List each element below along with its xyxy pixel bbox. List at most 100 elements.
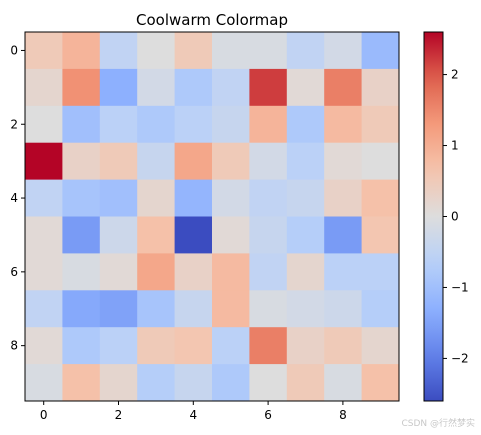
x-tick-label-4: 4: [189, 408, 197, 422]
y-axis: 0 2 4 6 8: [10, 43, 25, 353]
colorbar-tick-label-1: −1: [451, 280, 469, 294]
heatmap-cell-r9-c2: [99, 364, 138, 402]
heatmap-cell-r8-c0: [25, 327, 63, 365]
heatmap-cell-r0-c6: [249, 32, 288, 70]
heatmap-cell-r4-c9: [361, 179, 400, 217]
heatmap-cell-r3-c6: [249, 142, 288, 180]
watermark: CSDN @行然梦实: [401, 419, 475, 429]
heatmap-cell-r0-c3: [137, 32, 175, 70]
heatmap-cell-r6-c2: [99, 253, 138, 291]
heatmap-cell-r9-c1: [62, 364, 101, 402]
heatmap-cell-r7-c0: [25, 290, 63, 328]
heatmap-cell-r5-c2: [99, 216, 138, 254]
heatmap-cell-r3-c3: [137, 142, 175, 180]
heatmap-cell-r6-c0: [25, 253, 63, 291]
x-axis: 0 2 4 6 8: [40, 401, 347, 422]
heatmap-cell-r5-c0: [25, 216, 63, 254]
heatmap-cell-r2-c9: [361, 105, 400, 144]
heatmap-cell-r0-c9: [361, 32, 400, 70]
heatmap-cell-r5-c9: [361, 216, 400, 254]
heatmap-cell-r4-c1: [62, 179, 101, 217]
heatmap-cell-r5-c6: [249, 216, 288, 254]
heatmap-cell-r6-c6: [249, 253, 288, 291]
chart-title: Coolwarm Colormap: [136, 11, 288, 29]
heatmap-cell-r8-c5: [212, 327, 250, 365]
heatmap-cell-r1-c3: [137, 68, 175, 107]
heatmap-cell-r4-c2: [99, 179, 138, 217]
heatmap-cell-r6-c5: [212, 253, 250, 291]
heatmap-cell-r0-c7: [286, 32, 325, 70]
heatmap-cell-r4-c3: [137, 179, 175, 217]
heatmap-cell-r5-c7: [286, 216, 325, 254]
heatmap-cell-r5-c8: [324, 216, 362, 254]
heatmap-cell-r2-c1: [62, 105, 101, 144]
heatmap-cell-r7-c7: [286, 290, 325, 328]
heatmap-cell-r4-c7: [286, 179, 325, 217]
heatmap-cell-r1-c9: [361, 68, 400, 107]
heatmap-cell-r5-c5: [212, 216, 250, 254]
heatmap-cell-r8-c2: [99, 327, 138, 365]
x-tick-label-6: 6: [264, 408, 272, 422]
heatmap-cell-r8-c4: [174, 327, 213, 365]
heatmap-cell-r1-c7: [286, 68, 325, 107]
heatmap-cell-r3-c5: [212, 142, 250, 180]
heatmap-cell-r0-c5: [212, 32, 250, 70]
y-tick-label-2: 2: [10, 117, 18, 131]
heatmap-cell-r7-c4: [174, 290, 213, 328]
heatmap-cell-r1-c4: [174, 68, 213, 107]
y-tick-label-4: 4: [10, 191, 18, 205]
heatmap-cell-r2-c0: [25, 105, 63, 144]
heatmap-cell-r4-c5: [212, 179, 250, 217]
colorbar-tick-label-0: −2: [451, 351, 469, 365]
heatmap-cell-r2-c6: [249, 105, 288, 144]
heatmap-cells: [25, 32, 400, 402]
heatmap-cell-r4-c4: [174, 179, 213, 217]
heatmap-cell-r2-c8: [324, 105, 362, 144]
heatmap-cell-r1-c1: [62, 68, 101, 107]
heatmap-cell-r3-c9: [361, 142, 400, 180]
heatmap-cell-r8-c7: [286, 327, 325, 365]
heatmap-cell-r3-c0: [25, 142, 63, 180]
heatmap-cell-r7-c1: [62, 290, 101, 328]
colorbar-tick-label-3: 1: [451, 139, 459, 153]
heatmap-cell-r8-c9: [361, 327, 400, 365]
heatmap-cell-r8-c6: [249, 327, 288, 365]
heatmap-cell-r2-c3: [137, 105, 175, 144]
heatmap-cell-r6-c4: [174, 253, 213, 291]
heatmap-cell-r6-c7: [286, 253, 325, 291]
heatmap-cell-r2-c2: [99, 105, 138, 144]
heatmap-cell-r7-c6: [249, 290, 288, 328]
heatmap-cell-r0-c2: [99, 32, 138, 70]
heatmap-cell-r3-c8: [324, 142, 362, 180]
colorbar-tick-label-4: 2: [451, 68, 459, 82]
plot-frame: [24, 31, 400, 402]
x-tick-label-0: 0: [40, 408, 48, 422]
heatmap-cell-r9-c4: [174, 364, 213, 402]
heatmap-cell-r9-c6: [249, 364, 288, 402]
heatmap-cell-r5-c1: [62, 216, 101, 254]
heatmap-cell-r1-c5: [212, 68, 250, 107]
heatmap-cell-r0-c0: [25, 32, 63, 70]
heatmap-cell-r9-c7: [286, 364, 325, 402]
heatmap-cell-r6-c9: [361, 253, 400, 291]
heatmap-cell-r8-c8: [324, 327, 362, 365]
heatmap-cell-r4-c0: [25, 179, 63, 217]
heatmap-cell-r0-c1: [62, 32, 101, 70]
colorbar-axis: −2 −1 0 1 2: [443, 68, 469, 365]
x-tick-label-8: 8: [339, 408, 347, 422]
heatmap-cell-r6-c8: [324, 253, 362, 291]
heatmap-cell-r7-c5: [212, 290, 250, 328]
heatmap-cell-r6-c3: [137, 253, 175, 291]
heatmap-cell-r4-c6: [249, 179, 288, 217]
heatmap-cell-r2-c5: [212, 105, 250, 144]
heatmap-cell-r3-c7: [286, 142, 325, 180]
heatmap-cell-r7-c2: [99, 290, 138, 328]
heatmap-cell-r7-c9: [361, 290, 400, 328]
heatmap-cell-r7-c3: [137, 290, 175, 328]
heatmap-cell-r0-c4: [174, 32, 213, 70]
heatmap-cell-r1-c0: [25, 68, 63, 107]
heatmap-cell-r9-c9: [361, 364, 400, 402]
heatmap-cell-r4-c8: [324, 179, 362, 217]
y-tick-label-0: 0: [10, 43, 18, 57]
